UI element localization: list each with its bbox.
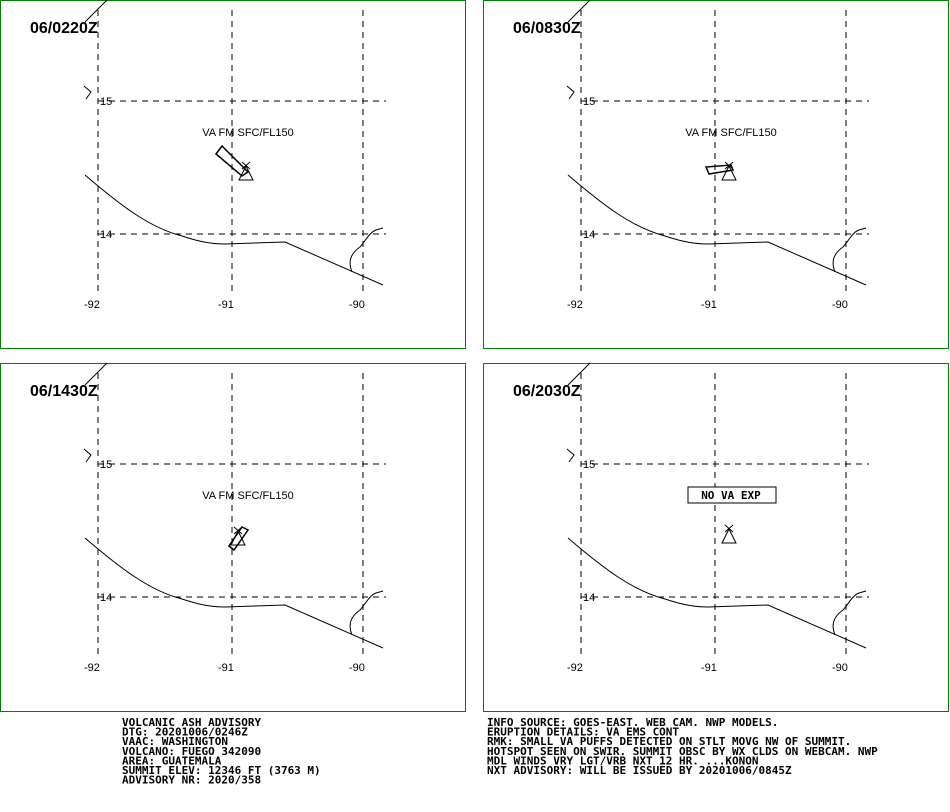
coastline <box>83 85 92 100</box>
lat-label: 15 <box>583 459 595 471</box>
panel-border <box>483 363 949 712</box>
advisory-line: SUMMIT ELEV: 12346 FT (3763 M) <box>122 764 321 777</box>
lon-label: -90 <box>832 662 848 674</box>
coastline <box>567 537 867 649</box>
label-box <box>687 486 777 504</box>
lon-label: -92 <box>84 662 100 674</box>
coastline <box>84 362 108 386</box>
advisory-line: VAAC: WASHINGTON <box>122 735 228 748</box>
ash-label: VA FM SFC/FL150 <box>685 127 777 139</box>
lat-label: 15 <box>100 96 112 108</box>
coastline <box>566 85 575 100</box>
advisory-line: NXT ADVISORY: WILL BE ISSUED BY 20201006… <box>487 764 792 777</box>
lon-label: -91 <box>701 662 717 674</box>
panel-time: 06/0220Z <box>30 20 98 37</box>
advisory-line: DTG: 20201006/0246Z <box>122 726 248 739</box>
map-panel: 15 14 -92 -91 -90 06/0830Z VA FM SFC/FL150 <box>483 0 949 349</box>
volcano-symbol <box>721 524 737 544</box>
advisory-line: AREA: GUATEMALA <box>122 754 222 767</box>
lon-label: -92 <box>567 299 583 311</box>
map-panel: 15 14 -92 -91 -90 06/0220Z VA FM SFC/FL150 <box>0 0 466 349</box>
coastline <box>567 0 591 23</box>
lat-label: 14 <box>583 592 595 604</box>
lat-label: 14 <box>100 592 112 604</box>
ash-area <box>214 144 250 177</box>
advisory-line: ADVISORY NR: 2020/358 <box>122 774 261 787</box>
advisory-line: MDL WINDS VRY LGT/VRB NXT 12 HR. ...KONO… <box>487 754 759 767</box>
advisory-line: RMK: SMALL VA PUFFS DETECTED ON STLT MOV… <box>487 735 851 748</box>
lat-label: 15 <box>100 459 112 471</box>
panel-border <box>0 0 466 349</box>
lat-label: 14 <box>583 229 595 241</box>
coastline <box>349 590 384 636</box>
ash-area <box>227 526 250 552</box>
coastline <box>832 590 867 636</box>
coastline <box>832 227 867 273</box>
coastline <box>84 174 384 286</box>
coastline <box>566 448 575 463</box>
panel-border <box>483 0 949 349</box>
coastline <box>567 362 591 386</box>
coastline <box>84 537 384 649</box>
advisory-line: VOLCANO: FUEGO 342090 <box>122 745 261 758</box>
ash-label: VA FM SFC/FL150 <box>202 127 294 139</box>
lon-label: -92 <box>567 662 583 674</box>
lon-label: -91 <box>701 299 717 311</box>
ash-area <box>704 164 735 175</box>
map-panel: 15 14 -92 -91 -90 06/1430Z VA FM SFC/FL150 <box>0 362 466 712</box>
panel-time: 06/2030Z <box>513 383 581 400</box>
advisory-line: HOTSPOT SEEN ON SWIR. SUMMIT OBSC BY WX … <box>487 745 878 758</box>
advisory-line: VOLCANIC ASH ADVISORY <box>122 716 261 729</box>
ash-label: NO VA EXP <box>701 489 761 502</box>
ash-label: VA FM SFC/FL150 <box>202 490 294 502</box>
lat-label: 15 <box>583 96 595 108</box>
panel-time: 06/0830Z <box>513 20 581 37</box>
panel-border <box>0 363 466 712</box>
coastline <box>84 0 108 23</box>
lon-label: -92 <box>84 299 100 311</box>
lon-label: -90 <box>349 662 365 674</box>
advisory-line: INFO SOURCE: GOES-EAST. WEB CAM. NWP MOD… <box>487 716 778 729</box>
lon-label: -90 <box>832 299 848 311</box>
lon-label: -90 <box>349 299 365 311</box>
lat-label: 14 <box>100 229 112 241</box>
coastline <box>83 448 92 463</box>
coastline <box>567 174 867 286</box>
advisory-line: ERUPTION DETAILS: VA EMS CONT <box>487 726 679 739</box>
lon-label: -91 <box>218 662 234 674</box>
map-panel: 15 14 -92 -91 -90 06/2030Z NO VA EXP <box>483 362 949 712</box>
coastline <box>349 227 384 273</box>
panel-time: 06/1430Z <box>30 383 98 400</box>
lon-label: -91 <box>218 299 234 311</box>
